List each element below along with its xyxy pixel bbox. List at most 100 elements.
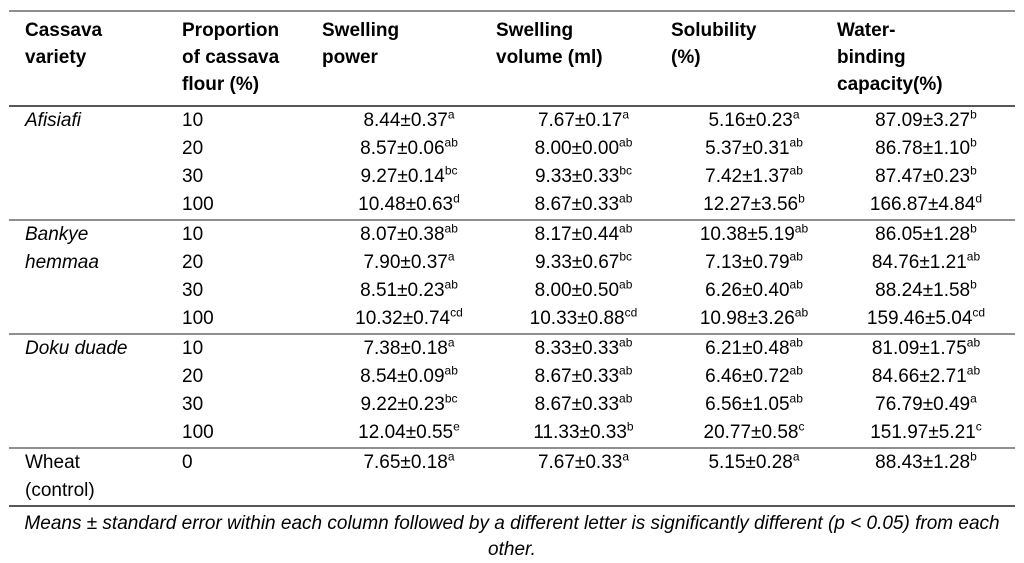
significance-letter: ab (619, 221, 633, 236)
significance-letter: ab (619, 277, 633, 292)
significance-letter: ab (444, 135, 458, 150)
swelling-power-cell: 8.44±0.37a (322, 105, 496, 135)
swelling-volume-cell: 8.00±0.50ab (496, 277, 671, 305)
solubility-cell: 5.37±0.31ab (671, 135, 837, 163)
table-row: 100 12.04±0.55e 11.33±0.33b 20.77±0.58c … (9, 419, 1015, 448)
variety-name: Bankye hemmaa (25, 224, 99, 273)
significance-letter: ab (619, 135, 633, 150)
measurement-value: 11.33±0.33 (533, 422, 627, 443)
measurement-value: 6.46±0.72 (705, 366, 790, 387)
column-header-label: Cassava variety (25, 20, 103, 68)
solubility-cell: 6.26±0.40ab (671, 277, 837, 305)
proportion-cell: 30 (182, 394, 204, 415)
swelling-power-cell: 8.51±0.23ab (322, 277, 496, 305)
significance-letter: a (447, 335, 455, 350)
measurement-value: 8.17±0.44 (534, 224, 620, 245)
proportion-cell: 20 (182, 252, 204, 273)
measurement-value: 87.09±3.27 (875, 110, 971, 131)
solubility-cell: 6.46±0.72ab (671, 363, 837, 391)
significance-letter: c (798, 419, 805, 434)
measurement-value: 159.46±5.04 (866, 308, 973, 329)
swelling-volume-cell: 8.67±0.33ab (496, 391, 671, 419)
significance-letter: ab (444, 221, 458, 236)
measurement-value: 84.66±2.71 (871, 366, 967, 387)
column-header-label: Proportion of cassava flour (%) (182, 20, 280, 95)
measurement-value: 5.15±0.28 (708, 452, 793, 473)
measurement-value: 8.51±0.23 (360, 280, 445, 301)
significance-letter: ab (619, 191, 633, 206)
swelling-power-cell: 12.04±0.55e (322, 419, 496, 448)
water-binding-cell: 87.09±3.27b (837, 105, 1015, 135)
table-footnote: Means ± standard error within each colum… (24, 513, 1000, 560)
significance-letter: b (970, 221, 977, 236)
solubility-cell: 7.13±0.79ab (671, 249, 837, 277)
measurement-value: 20.77±0.58 (703, 422, 799, 443)
significance-letter: bc (619, 163, 633, 178)
column-header-proportion: Proportion of cassava flour (%) (169, 10, 322, 107)
measurement-value: 84.76±1.21 (871, 252, 967, 273)
variety-cell: Doku duade (9, 333, 169, 448)
significance-letter: ab (789, 249, 803, 264)
variety-name: Afisiafi (25, 110, 81, 131)
swelling-volume-cell: 9.33±0.67bc (496, 249, 671, 277)
significance-letter: e (453, 419, 460, 434)
water-binding-cell: 86.78±1.10b (837, 135, 1015, 163)
measurement-value: 9.22±0.23 (360, 394, 445, 415)
solubility-cell: 10.38±5.19ab (671, 219, 837, 249)
header-row: Cassava variety Proportion of cassava fl… (9, 10, 1015, 107)
swelling-volume-cell: 10.33±0.88cd (496, 305, 671, 334)
significance-letter: ab (966, 249, 981, 264)
significance-letter: a (447, 449, 455, 464)
column-header-label: Solubility (%) (671, 20, 757, 68)
proportion-cell: 10 (169, 333, 322, 363)
measurement-value: 86.05±1.28 (875, 224, 971, 245)
significance-letter: b (970, 163, 977, 178)
significance-letter: ab (789, 391, 803, 406)
measurement-value: 5.16±0.23 (708, 110, 793, 131)
measurement-value: 151.97±5.21 (870, 422, 976, 443)
proportion-cell: 20 (182, 366, 204, 387)
column-header-label: Swelling volume (ml) (496, 20, 603, 68)
column-header-swelling-power: Swelling power (322, 10, 496, 107)
significance-letter: b (970, 277, 977, 292)
variety-name: Doku duade (25, 338, 128, 359)
solubility-cell: 10.98±3.26ab (671, 305, 837, 334)
table-row: Wheat (control) 0 7.65±0.18a 7.67±0.33a … (9, 447, 1015, 507)
significance-letter: ab (789, 163, 803, 178)
measurement-value: 6.56±1.05 (705, 394, 790, 415)
proportion-cell: 10 (169, 219, 322, 249)
significance-letter: b (626, 419, 634, 434)
measurement-value: 8.67±0.33 (534, 194, 620, 215)
significance-letter: a (447, 249, 455, 264)
swelling-volume-cell: 8.67±0.33ab (496, 363, 671, 391)
significance-letter: d (975, 191, 983, 206)
proportion-cell: 100 (182, 308, 214, 329)
variety-cell: Afisiafi (9, 105, 169, 220)
significance-letter: ab (789, 363, 803, 378)
column-header-swelling-volume: Swelling volume (ml) (496, 10, 671, 107)
table-row: 30 8.51±0.23ab 8.00±0.50ab 6.26±0.40ab 8… (9, 277, 1015, 305)
significance-letter: c (975, 419, 982, 434)
measurement-value: 10.48±0.63 (358, 194, 454, 215)
measurement-value: 88.24±1.58 (875, 280, 971, 301)
measurement-value: 8.54±0.09 (360, 366, 445, 387)
water-binding-cell: 84.76±1.21ab (837, 249, 1015, 277)
water-binding-cell: 88.43±1.28b (837, 447, 1015, 507)
swelling-power-cell: 7.38±0.18a (322, 333, 496, 363)
significance-letter: a (792, 449, 800, 464)
proportion-cell: 100 (182, 194, 214, 215)
solubility-cell: 6.56±1.05ab (671, 391, 837, 419)
significance-letter: cd (624, 305, 638, 320)
measurement-value: 7.90±0.37 (363, 252, 448, 273)
significance-letter: ab (789, 277, 803, 292)
significance-letter: ab (619, 335, 633, 350)
measurement-value: 76.79±0.49 (875, 394, 971, 415)
significance-letter: a (792, 107, 800, 122)
water-binding-cell: 166.87±4.84d (837, 191, 1015, 220)
measurement-value: 166.87±4.84 (869, 194, 976, 215)
proportion-cell: 0 (169, 447, 322, 507)
measurement-value: 10.98±3.26 (699, 308, 795, 329)
swelling-volume-cell: 8.67±0.33ab (496, 191, 671, 220)
proportion-cell: 30 (182, 280, 204, 301)
